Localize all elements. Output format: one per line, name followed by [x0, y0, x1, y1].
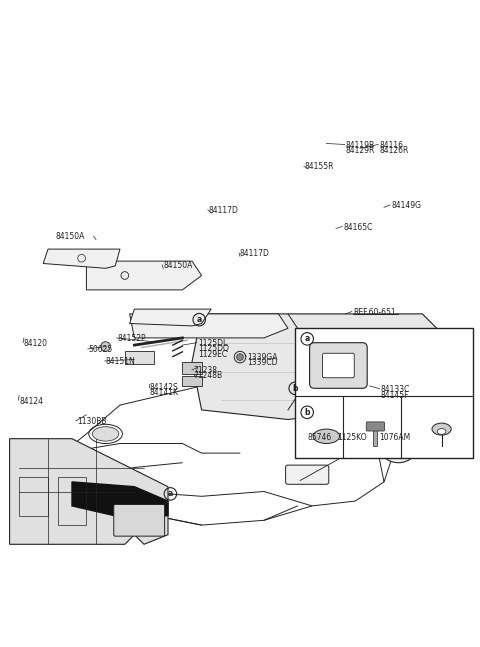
Text: 84150A: 84150A — [55, 232, 84, 241]
Text: 1130BB: 1130BB — [77, 417, 106, 426]
Polygon shape — [130, 309, 211, 326]
Ellipse shape — [437, 428, 446, 434]
Text: 84165C: 84165C — [343, 223, 372, 232]
Text: REF.60-651: REF.60-651 — [353, 308, 396, 317]
Text: a: a — [197, 315, 202, 324]
Text: 84117D: 84117D — [209, 206, 239, 215]
Polygon shape — [130, 314, 288, 338]
Polygon shape — [10, 439, 168, 544]
Bar — [125, 351, 154, 364]
Polygon shape — [43, 249, 120, 269]
Polygon shape — [86, 261, 202, 290]
Bar — [58, 477, 86, 525]
Circle shape — [237, 354, 243, 360]
FancyBboxPatch shape — [366, 422, 384, 431]
Text: a: a — [168, 489, 173, 498]
Text: 1125KO: 1125KO — [337, 433, 367, 443]
Polygon shape — [192, 314, 442, 419]
Text: 84145F: 84145F — [381, 391, 409, 399]
Text: 84155R: 84155R — [305, 162, 334, 171]
Text: 50625: 50625 — [89, 345, 113, 355]
Text: b: b — [292, 384, 298, 393]
Circle shape — [101, 342, 110, 351]
Text: 84142S: 84142S — [150, 383, 179, 392]
Text: 84124: 84124 — [19, 397, 43, 406]
Text: 1125DL: 1125DL — [198, 339, 227, 348]
Bar — [295, 328, 473, 458]
FancyBboxPatch shape — [286, 465, 329, 485]
Text: 85746: 85746 — [307, 433, 332, 443]
Bar — [19, 477, 48, 516]
Text: 84129R: 84129R — [346, 146, 375, 155]
Text: 84133C: 84133C — [381, 385, 410, 394]
Text: 1076AM: 1076AM — [379, 433, 410, 443]
Text: 84116: 84116 — [379, 142, 403, 150]
Text: a: a — [305, 334, 310, 344]
Ellipse shape — [313, 427, 340, 441]
FancyBboxPatch shape — [310, 343, 367, 388]
Text: 84149G: 84149G — [391, 201, 421, 210]
Text: 1125DQ: 1125DQ — [198, 344, 228, 353]
Text: 84152P: 84152P — [118, 334, 146, 344]
Text: 84120: 84120 — [24, 339, 48, 348]
Text: b: b — [304, 408, 310, 417]
Text: 84119B: 84119B — [346, 142, 375, 150]
Text: 1339GA: 1339GA — [247, 353, 278, 362]
Text: 84117D: 84117D — [240, 249, 270, 258]
Ellipse shape — [432, 423, 451, 435]
Text: 84141K: 84141K — [150, 388, 179, 397]
Text: 84151N: 84151N — [106, 357, 135, 366]
FancyBboxPatch shape — [323, 353, 354, 378]
Text: 71248B: 71248B — [193, 371, 222, 380]
Bar — [182, 362, 202, 374]
Text: 71238: 71238 — [193, 366, 217, 375]
Polygon shape — [72, 482, 168, 520]
Text: 1339CD: 1339CD — [247, 358, 278, 367]
Circle shape — [377, 419, 420, 463]
Text: 84126R: 84126R — [379, 146, 408, 155]
FancyBboxPatch shape — [114, 505, 165, 536]
Text: 1129EC: 1129EC — [198, 350, 227, 358]
Ellipse shape — [313, 429, 339, 443]
Bar — [373, 424, 377, 446]
Bar — [182, 377, 202, 386]
Text: 84150A: 84150A — [163, 261, 192, 270]
Ellipse shape — [92, 427, 119, 441]
